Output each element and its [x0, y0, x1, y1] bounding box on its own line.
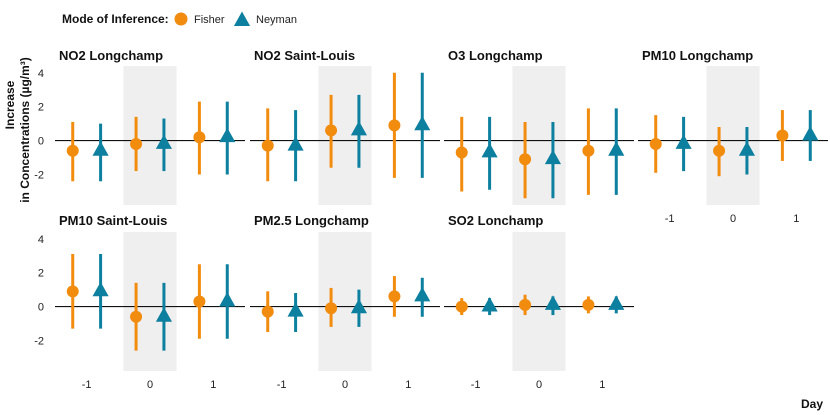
point-fisher: [388, 290, 401, 303]
panel-title: PM10 Saint-Louis: [59, 213, 167, 228]
point-fisher: [66, 144, 79, 157]
panel-title: PM10 Longchamp: [642, 48, 753, 63]
x-tick-label: 0: [147, 379, 153, 391]
point-fisher: [130, 137, 143, 150]
y-axis-label: Increase in Concentrations (µg/m³): [3, 57, 32, 203]
panel: NO2 Saint-Louis: [250, 48, 440, 205]
panel: NO2 Longchamp 4 2 0 -2: [34, 48, 245, 205]
panel: PM10 Saint-Louis 4 2 0 -2 -1 0 1: [34, 213, 245, 391]
y-axis-label-line2: in Concentrations (µg/m³): [18, 57, 32, 203]
point-fisher: [455, 300, 468, 313]
y-tick-label: 0: [38, 302, 44, 314]
highlight-band: [512, 66, 566, 205]
point-neyman: [675, 134, 692, 149]
panel-title: PM2.5 Longchamp: [254, 213, 369, 228]
panel: O3 Longchamp: [444, 48, 634, 205]
point-neyman: [608, 141, 625, 156]
y-tick-label: 4: [38, 234, 44, 246]
x-axis-label: Day: [801, 397, 823, 411]
legend-marker-neyman: [233, 11, 251, 26]
panel-title: SO2 Lonchamp: [448, 213, 543, 228]
point-fisher: [261, 139, 274, 152]
x-tick-label: -1: [471, 379, 481, 391]
point-neyman: [350, 298, 368, 314]
y-tick-label: 0: [38, 136, 44, 148]
x-tick-label: -1: [665, 213, 675, 225]
point-neyman: [481, 297, 498, 312]
panels: NO2 Longchamp 4 2 0 -2 NO2 Saint-Louis O3 Long…: [34, 48, 828, 391]
legend: Mode of Inference: Fisher Neyman: [62, 11, 297, 26]
point-neyman: [544, 149, 562, 165]
panel-title: NO2 Saint-Louis: [254, 48, 355, 63]
point-neyman: [287, 302, 304, 317]
panel-title: NO2 Longchamp: [59, 48, 163, 63]
legend-label-neyman: Neyman: [256, 14, 297, 26]
x-tick-label: -1: [82, 379, 92, 391]
panel: PM10 Longchamp -1 0 1: [638, 48, 828, 225]
point-fisher: [325, 302, 338, 315]
y-tick-label: -2: [34, 335, 44, 347]
point-fisher: [193, 295, 206, 308]
x-tick-label: -1: [277, 379, 287, 391]
point-neyman: [155, 307, 173, 322]
point-neyman: [92, 141, 109, 156]
point-neyman: [287, 136, 304, 151]
highlight-band: [123, 232, 177, 371]
point-fisher: [519, 298, 532, 311]
y-tick-label: 2: [38, 268, 44, 280]
point-neyman: [544, 295, 562, 310]
point-fisher: [193, 131, 206, 144]
point-neyman: [414, 115, 431, 131]
y-tick-label: 4: [38, 68, 44, 80]
y-tick-label: 2: [38, 102, 44, 114]
x-tick-label: 1: [793, 213, 799, 225]
point-neyman: [350, 120, 368, 136]
x-tick-label: 1: [405, 379, 411, 391]
point-fisher: [66, 285, 79, 298]
point-fisher: [130, 310, 143, 323]
highlight-band: [123, 66, 177, 205]
point-fisher: [325, 124, 338, 137]
point-fisher: [649, 137, 662, 150]
legend-title: Mode of Inference:: [62, 12, 169, 26]
legend-marker-fisher: [174, 12, 188, 26]
point-neyman: [92, 281, 109, 297]
point-fisher: [582, 144, 595, 157]
point-fisher: [519, 153, 532, 166]
point-neyman: [219, 127, 236, 143]
y-axis-label-line1: Increase: [3, 80, 17, 129]
x-tick-label: 0: [342, 379, 348, 391]
y-tick-label: -2: [34, 169, 44, 181]
point-neyman: [414, 286, 431, 302]
x-tick-label: 0: [536, 379, 542, 391]
x-tick-label: 1: [210, 379, 216, 391]
x-tick-label: 0: [730, 213, 736, 225]
point-fisher: [582, 298, 595, 311]
point-fisher: [776, 129, 789, 142]
point-fisher: [713, 144, 726, 157]
point-neyman: [802, 126, 819, 141]
point-neyman: [608, 295, 625, 310]
point-neyman: [219, 292, 236, 307]
panel: SO2 Lonchamp -1 0 1: [444, 213, 634, 391]
point-fisher: [261, 305, 274, 318]
panel-title: O3 Longchamp: [448, 48, 543, 63]
point-neyman: [481, 142, 498, 158]
legend-label-fisher: Fisher: [194, 14, 225, 26]
point-fisher: [388, 119, 401, 132]
point-neyman: [155, 134, 173, 149]
highlight-band: [706, 66, 760, 205]
highlight-band: [318, 232, 372, 371]
point-neyman: [738, 141, 756, 156]
x-tick-label: 1: [599, 379, 605, 391]
panel: PM2.5 Longchamp -1 0 1: [250, 213, 440, 391]
point-fisher: [455, 146, 468, 159]
highlight-band: [318, 66, 372, 205]
